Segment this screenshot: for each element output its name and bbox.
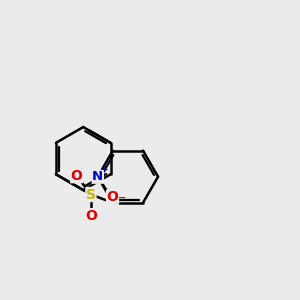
Text: O: O bbox=[85, 209, 97, 223]
Text: −: − bbox=[118, 193, 126, 203]
Text: O: O bbox=[70, 169, 83, 183]
Text: +: + bbox=[101, 165, 109, 174]
Text: O: O bbox=[106, 190, 119, 204]
Text: N: N bbox=[92, 170, 103, 183]
Text: S: S bbox=[86, 188, 96, 202]
